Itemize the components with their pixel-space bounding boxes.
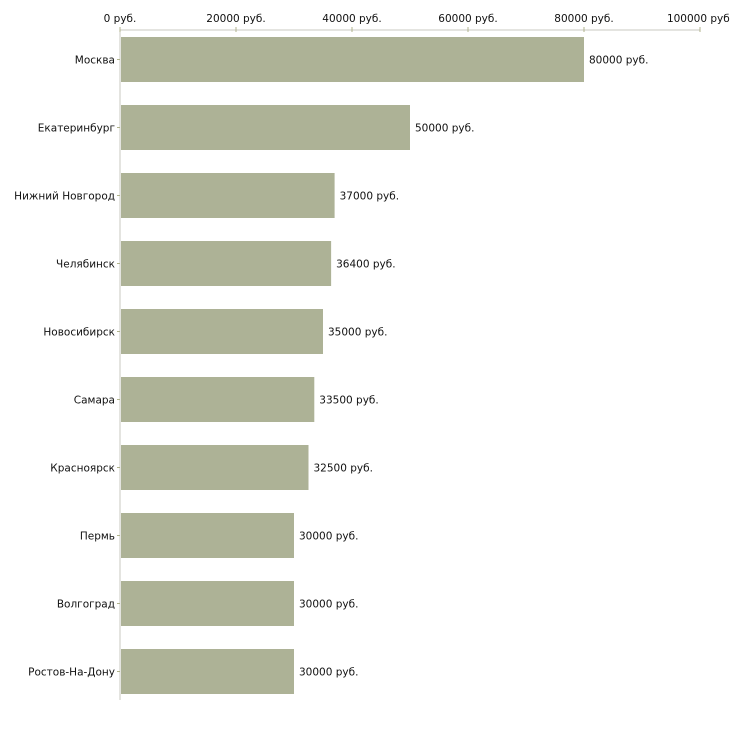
bar <box>121 309 323 354</box>
bar <box>121 649 294 694</box>
x-tick-label: 60000 руб. <box>438 13 497 25</box>
x-tick-label: 40000 руб. <box>322 13 381 25</box>
x-tick-label: 0 руб. <box>104 13 137 25</box>
category-label: Екатеринбург <box>38 123 115 135</box>
bar <box>121 581 294 626</box>
bar <box>121 377 315 422</box>
x-tick-label: 100000 руб. <box>667 13 730 25</box>
data-label: 80000 руб. <box>589 55 648 67</box>
category-label: Москва <box>75 55 115 67</box>
data-label: 30000 руб. <box>299 531 358 543</box>
bar <box>121 445 309 490</box>
category-label: Ростов-На-Дону <box>28 667 115 679</box>
data-label: 37000 руб. <box>340 191 399 203</box>
data-label: 32500 руб. <box>314 463 373 475</box>
category-label: Красноярск <box>50 463 115 475</box>
x-tick-label: 80000 руб. <box>554 13 613 25</box>
category-label: Пермь <box>80 531 115 543</box>
bar <box>121 37 584 82</box>
data-label: 30000 руб. <box>299 599 358 611</box>
category-label: Самара <box>74 395 115 407</box>
data-label: 35000 руб. <box>328 327 387 339</box>
bar <box>121 173 335 218</box>
x-tick-label: 20000 руб. <box>206 13 265 25</box>
data-label: 36400 руб. <box>336 259 395 271</box>
category-label: Волгоград <box>57 599 115 611</box>
bar <box>121 105 410 150</box>
category-label: Нижний Новгород <box>14 191 115 203</box>
data-label: 33500 руб. <box>319 395 378 407</box>
category-label: Челябинск <box>56 259 115 271</box>
data-label: 30000 руб. <box>299 667 358 679</box>
data-label: 50000 руб. <box>415 123 474 135</box>
category-label: Новосибирск <box>43 327 115 339</box>
bar <box>121 241 332 286</box>
bar <box>121 513 294 558</box>
